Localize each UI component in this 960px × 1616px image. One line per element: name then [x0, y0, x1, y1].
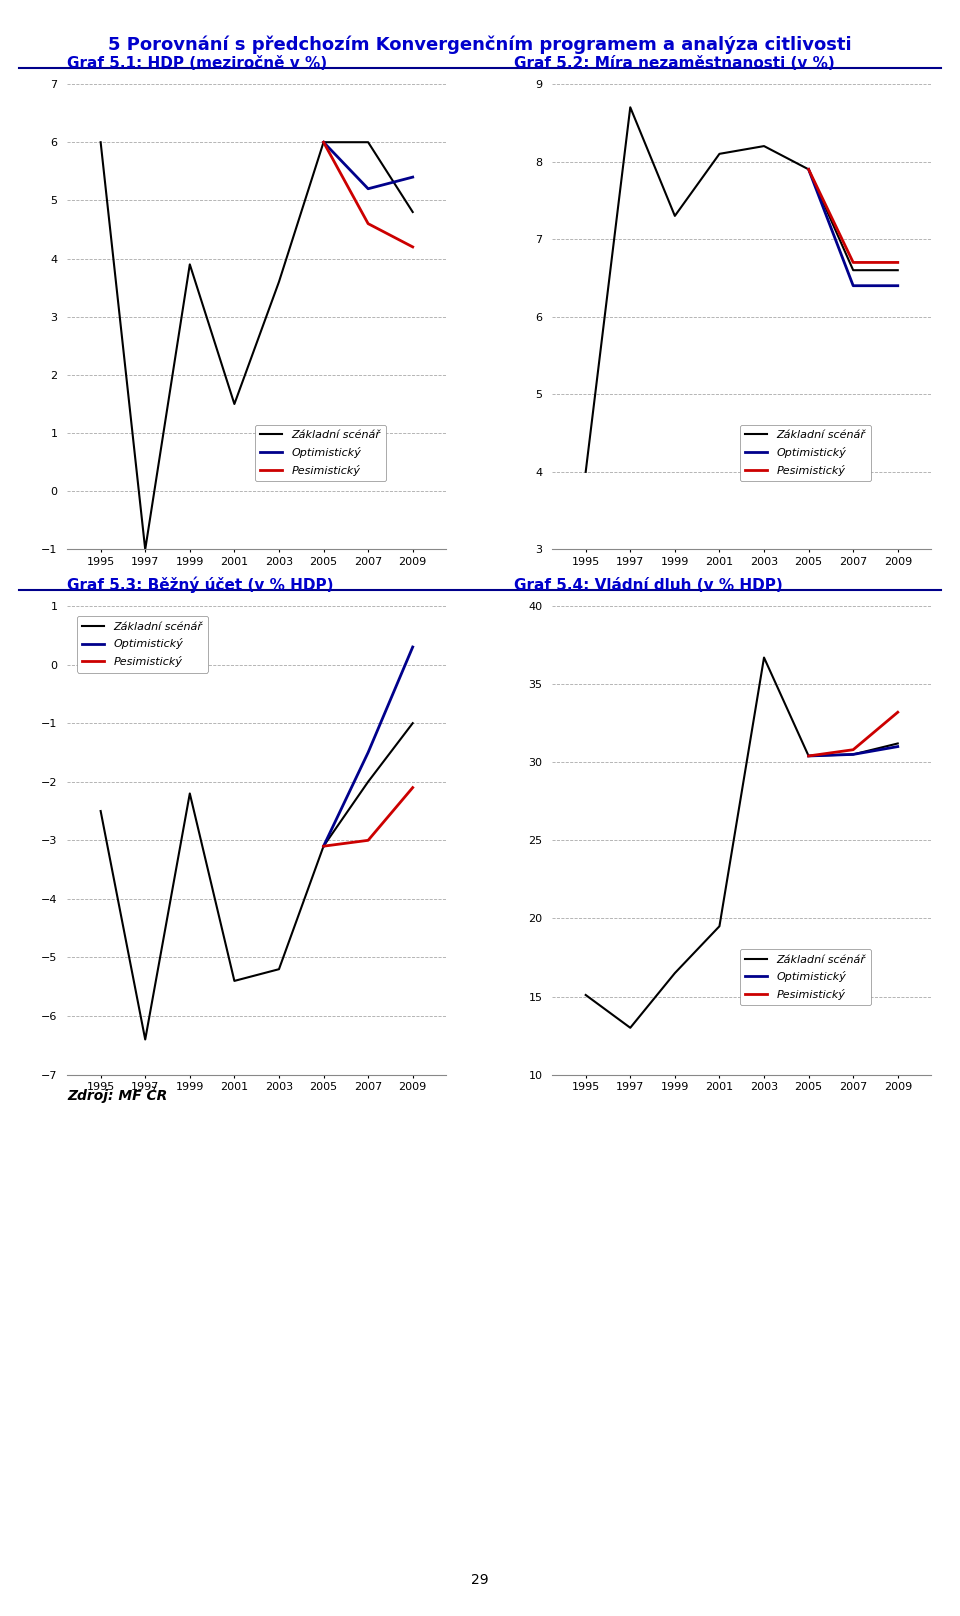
Základní scénář — [803, 160, 814, 179]
Pesimistický — [803, 160, 814, 179]
Základní scénář — [274, 960, 285, 979]
Základní scénář — [318, 837, 329, 856]
Text: 29: 29 — [471, 1572, 489, 1587]
Optimistický — [362, 743, 373, 763]
Základní scénář — [274, 271, 285, 291]
Text: Graf 5.2: Míra nezaměstnanosti (v %): Graf 5.2: Míra nezaměstnanosti (v %) — [514, 57, 834, 71]
Text: Graf 5.3: Běžný účet (v % HDP): Graf 5.3: Běžný účet (v % HDP) — [67, 577, 334, 593]
Line: Optimistický: Optimistický — [808, 747, 898, 756]
Základní scénář — [803, 747, 814, 766]
Optimistický — [892, 737, 903, 756]
Optimistický — [848, 276, 859, 296]
Pesimistický — [407, 238, 419, 257]
Line: Základní scénář: Základní scénář — [586, 107, 898, 472]
Legend: Základní scénář, Optimistický, Pesimistický: Základní scénář, Optimistický, Pesimisti… — [77, 616, 207, 672]
Pesimistický — [318, 133, 329, 152]
Pesimistický — [848, 252, 859, 271]
Základní scénář — [407, 714, 419, 734]
Optimistický — [892, 276, 903, 296]
Legend: Základní scénář, Optimistický, Pesimistický: Základní scénář, Optimistický, Pesimisti… — [740, 949, 871, 1005]
Základní scénář — [625, 97, 636, 116]
Pesimistický — [892, 703, 903, 722]
Optimistický — [803, 160, 814, 179]
Základní scénář — [95, 802, 107, 821]
Pesimistický — [362, 213, 373, 233]
Line: Pesimistický: Pesimistický — [324, 787, 413, 847]
Line: Základní scénář: Základní scénář — [101, 142, 413, 549]
Základní scénář — [139, 540, 151, 559]
Legend: Základní scénář, Optimistický, Pesimistický: Základní scénář, Optimistický, Pesimisti… — [254, 425, 386, 482]
Text: 5 Porovnání s předchozím Konvergenčním programem a analýza citlivosti: 5 Porovnání s předchozím Konvergenčním p… — [108, 36, 852, 53]
Základní scénář — [580, 462, 591, 482]
Základní scénář — [758, 136, 770, 155]
Pesimistický — [803, 747, 814, 766]
Text: Zdroj: MF ČR: Zdroj: MF ČR — [67, 1086, 167, 1102]
Základní scénář — [848, 745, 859, 764]
Line: Pesimistický: Pesimistický — [808, 713, 898, 756]
Pesimistický — [407, 777, 419, 797]
Optimistický — [362, 179, 373, 199]
Základní scénář — [95, 133, 107, 152]
Pesimistický — [318, 837, 329, 856]
Pesimistický — [362, 831, 373, 850]
Základní scénář — [892, 734, 903, 753]
Pesimistický — [892, 252, 903, 271]
Základní scénář — [713, 144, 725, 163]
Základní scénář — [625, 1018, 636, 1037]
Optimistický — [318, 133, 329, 152]
Line: Pesimistický: Pesimistický — [808, 170, 898, 262]
Line: Optimistický: Optimistický — [324, 646, 413, 847]
Základní scénář — [758, 648, 770, 667]
Základní scénář — [228, 971, 240, 991]
Legend: Základní scénář, Optimistický, Pesimistický: Základní scénář, Optimistický, Pesimisti… — [740, 425, 871, 482]
Line: Pesimistický: Pesimistický — [324, 142, 413, 247]
Základní scénář — [848, 260, 859, 280]
Line: Základní scénář: Základní scénář — [101, 724, 413, 1039]
Line: Optimistický: Optimistický — [324, 142, 413, 189]
Základní scénář — [580, 986, 591, 1005]
Optimistický — [803, 747, 814, 766]
Základní scénář — [362, 772, 373, 792]
Základní scénář — [892, 260, 903, 280]
Optimistický — [318, 837, 329, 856]
Line: Základní scénář: Základní scénář — [586, 658, 898, 1028]
Text: Graf 5.4: Vládní dluh (v % HDP): Graf 5.4: Vládní dluh (v % HDP) — [514, 579, 782, 593]
Text: Graf 5.1: HDP (meziročně v %): Graf 5.1: HDP (meziročně v %) — [67, 57, 327, 71]
Základní scénář — [713, 916, 725, 936]
Line: Optimistický: Optimistický — [808, 170, 898, 286]
Základní scénář — [669, 963, 681, 983]
Základní scénář — [228, 394, 240, 414]
Optimistický — [407, 168, 419, 187]
Optimistický — [848, 745, 859, 764]
Pesimistický — [848, 740, 859, 760]
Základní scénář — [184, 784, 196, 803]
Optimistický — [407, 637, 419, 656]
Základní scénář — [669, 207, 681, 226]
Základní scénář — [362, 133, 373, 152]
Základní scénář — [318, 133, 329, 152]
Základní scénář — [184, 255, 196, 275]
Základní scénář — [139, 1029, 151, 1049]
Základní scénář — [407, 202, 419, 221]
